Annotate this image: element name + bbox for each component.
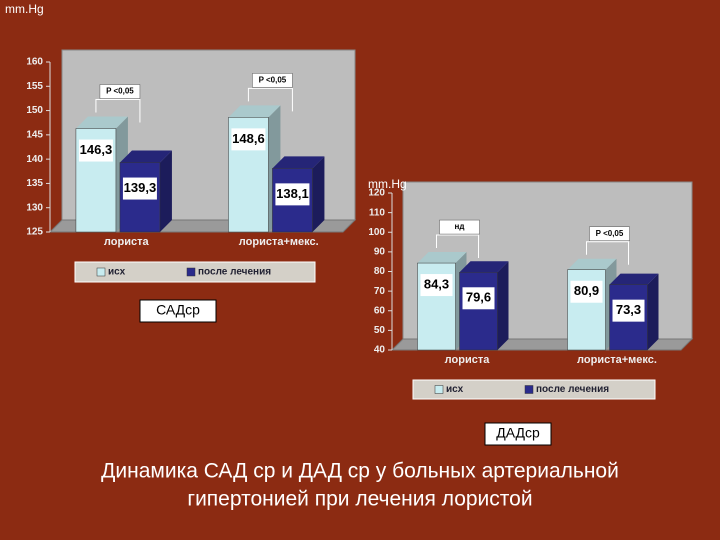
bracket [586,241,629,265]
y-tick-label: 50 [374,325,386,336]
annotation-box [439,219,480,235]
y-axis-label: mm.Hg [368,177,407,191]
chart-title: САДср [156,302,200,318]
bar-side [647,273,659,350]
chart-title: ДАДср [496,425,540,441]
caption: гипертонией при лечения лористой [187,488,532,511]
bar-top [567,258,617,270]
legend-label: исх [446,384,464,395]
bar-side [159,150,172,232]
y-tick-label: 135 [26,178,43,189]
bracket [95,99,141,123]
y-tick-label: 40 [374,345,386,356]
annotation-box [589,226,630,241]
bracket [436,234,479,259]
chart-title-box [484,422,552,446]
bracket [247,87,293,112]
annotation: P <0,05 [596,229,624,238]
legend-label: исх [108,267,126,278]
y-tick-label: 150 [26,105,43,116]
value-label: 79,6 [466,290,491,305]
y-tick-label: 155 [26,81,43,92]
value-label: 84,3 [424,276,449,291]
value-label: 73,3 [616,302,641,317]
x-tick-label: лориста [445,354,491,366]
y-tick-label: 60 [374,305,386,316]
bar-side [497,261,509,350]
value-label-box [570,280,603,303]
legend-swatch [524,385,534,394]
legend-swatch [96,267,106,277]
y-tick-label: 110 [369,207,386,218]
x-tick-label: лориста [104,236,150,248]
legend-swatch [186,267,196,277]
y-tick-label: 145 [26,129,43,140]
legend-swatch [434,385,444,394]
bar-top [228,105,281,118]
bar-side [312,156,325,232]
value-label-box [231,128,266,151]
value-label-box [462,287,495,310]
bar-top [459,261,509,273]
annotation: P <0,05 [259,75,287,84]
y-tick-label: 140 [26,154,43,165]
value-label-box [122,177,157,200]
y-tick-label: 125 [26,227,43,238]
bar-top [75,116,128,129]
legend-label: после лечения [536,384,609,395]
value-label-box [78,139,113,162]
bar-top [119,150,172,163]
legend-label: после лечения [198,267,271,278]
legend-box [412,379,656,400]
value-label: 148,6 [232,131,265,146]
bar-top [609,273,659,285]
y-tick-label: 80 [374,266,386,277]
bar-top [272,156,325,169]
chart-title-box [139,299,217,323]
annotation: P <0,05 [106,87,134,96]
x-tick-label: лориста+мекс. [239,236,319,248]
annotation: нд [455,222,465,231]
value-label-box [275,183,310,206]
y-axis-label: mm.Hg [5,2,44,16]
value-label: 138,1 [276,186,309,201]
caption: Динамика САД ср и ДАД ср у больных артер… [101,460,619,483]
bar [459,272,498,351]
value-label-box [420,274,453,297]
annotation-box [99,84,141,99]
x-tick-label: лориста+мекс. [577,354,657,366]
y-tick-label: 160 [26,57,43,68]
value-label-box [612,299,645,322]
bar-top [417,252,467,264]
y-tick-label: 130 [26,202,43,213]
value-label: 139,3 [124,180,157,195]
value-label: 80,9 [574,283,599,298]
y-tick-label: 100 [368,227,385,238]
y-tick-label: 90 [374,247,386,258]
value-label: 146,3 [80,142,113,157]
annotation-box [252,73,293,88]
y-tick-label: 120 [368,188,385,199]
y-tick-label: 70 [374,286,386,297]
